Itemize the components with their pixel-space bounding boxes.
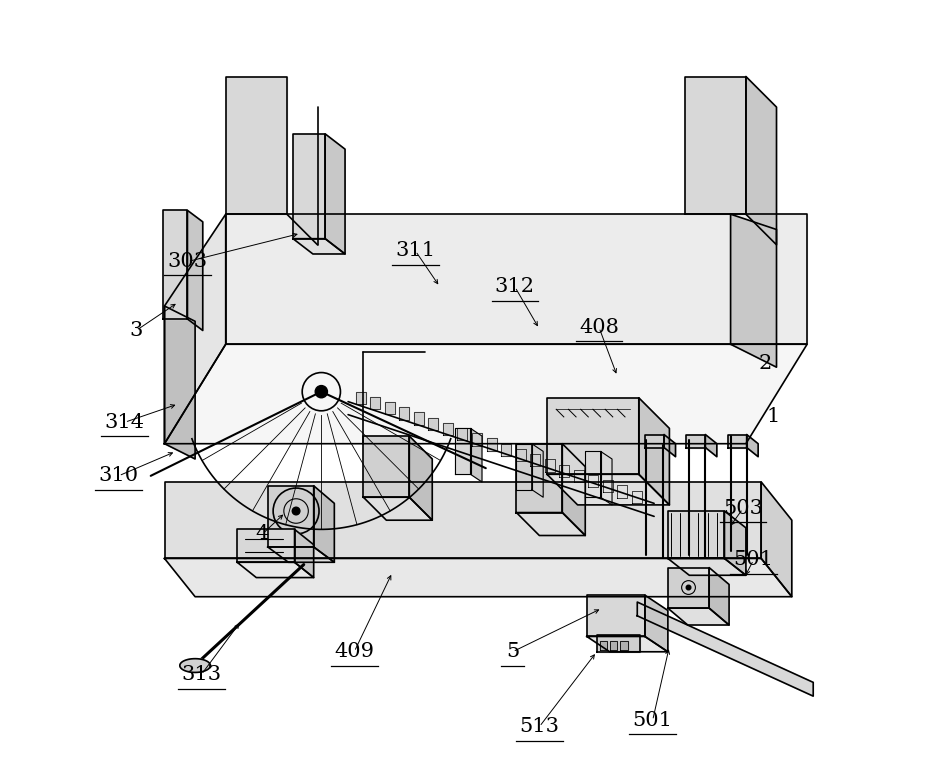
Text: 313: 313 bbox=[182, 666, 221, 684]
Text: 314: 314 bbox=[104, 413, 145, 431]
Polygon shape bbox=[226, 214, 807, 344]
Polygon shape bbox=[599, 641, 608, 650]
Text: 4: 4 bbox=[256, 525, 269, 543]
Polygon shape bbox=[237, 529, 295, 562]
Polygon shape bbox=[600, 451, 612, 505]
Polygon shape bbox=[457, 428, 468, 441]
Polygon shape bbox=[706, 435, 717, 457]
Polygon shape bbox=[455, 428, 470, 474]
Text: 2: 2 bbox=[758, 354, 772, 373]
Polygon shape bbox=[725, 511, 746, 575]
Circle shape bbox=[686, 585, 691, 590]
Polygon shape bbox=[574, 470, 583, 482]
Polygon shape bbox=[180, 659, 211, 672]
Polygon shape bbox=[295, 529, 313, 578]
Polygon shape bbox=[563, 444, 585, 536]
Polygon shape bbox=[502, 444, 511, 456]
Polygon shape bbox=[226, 76, 287, 214]
Text: 303: 303 bbox=[167, 252, 208, 271]
Polygon shape bbox=[414, 412, 423, 425]
Polygon shape bbox=[443, 423, 453, 435]
Polygon shape bbox=[517, 513, 585, 536]
Text: 311: 311 bbox=[395, 242, 436, 260]
Polygon shape bbox=[517, 444, 532, 490]
Polygon shape bbox=[730, 214, 776, 367]
Polygon shape bbox=[587, 595, 645, 636]
Polygon shape bbox=[547, 398, 639, 474]
Polygon shape bbox=[517, 444, 563, 513]
Polygon shape bbox=[761, 482, 791, 597]
Polygon shape bbox=[293, 134, 326, 239]
Polygon shape bbox=[187, 210, 202, 330]
Polygon shape bbox=[409, 436, 432, 520]
Polygon shape bbox=[165, 214, 226, 444]
Polygon shape bbox=[356, 392, 366, 404]
Polygon shape bbox=[710, 568, 729, 625]
Text: 1: 1 bbox=[766, 408, 779, 426]
Polygon shape bbox=[668, 511, 725, 558]
Text: 312: 312 bbox=[495, 278, 534, 296]
Polygon shape bbox=[165, 306, 195, 459]
Polygon shape bbox=[470, 428, 482, 482]
Text: 409: 409 bbox=[334, 643, 375, 661]
Polygon shape bbox=[237, 562, 313, 578]
Polygon shape bbox=[532, 444, 543, 497]
Polygon shape bbox=[686, 435, 706, 448]
Text: 513: 513 bbox=[519, 718, 559, 736]
Polygon shape bbox=[268, 547, 334, 562]
Polygon shape bbox=[293, 239, 345, 254]
Polygon shape bbox=[597, 635, 640, 652]
Polygon shape bbox=[610, 641, 617, 650]
Polygon shape bbox=[163, 210, 187, 319]
Polygon shape bbox=[363, 497, 432, 520]
Polygon shape bbox=[668, 568, 710, 608]
Polygon shape bbox=[165, 344, 807, 444]
Polygon shape bbox=[326, 134, 345, 254]
Text: 3: 3 bbox=[130, 321, 143, 340]
Polygon shape bbox=[632, 490, 642, 503]
Circle shape bbox=[315, 386, 327, 398]
Text: 5: 5 bbox=[506, 643, 519, 661]
Polygon shape bbox=[645, 435, 664, 448]
Polygon shape bbox=[617, 485, 628, 497]
Text: 501: 501 bbox=[734, 551, 774, 569]
Polygon shape bbox=[746, 76, 776, 245]
Polygon shape bbox=[313, 486, 334, 562]
Polygon shape bbox=[363, 436, 409, 497]
Polygon shape bbox=[165, 482, 761, 558]
Circle shape bbox=[293, 507, 300, 515]
Polygon shape bbox=[268, 486, 313, 547]
Polygon shape bbox=[645, 595, 668, 652]
Text: 408: 408 bbox=[579, 318, 619, 337]
Polygon shape bbox=[639, 398, 669, 505]
Polygon shape bbox=[385, 402, 395, 415]
Polygon shape bbox=[664, 435, 676, 457]
Polygon shape bbox=[620, 641, 628, 650]
Polygon shape bbox=[588, 475, 598, 487]
Polygon shape bbox=[428, 418, 439, 430]
Polygon shape bbox=[547, 474, 669, 505]
Polygon shape bbox=[685, 76, 746, 214]
Polygon shape bbox=[530, 454, 540, 467]
Polygon shape bbox=[727, 435, 746, 448]
Polygon shape bbox=[399, 407, 409, 419]
Polygon shape bbox=[668, 608, 729, 625]
Polygon shape bbox=[587, 636, 668, 652]
Text: 310: 310 bbox=[99, 467, 138, 485]
Polygon shape bbox=[746, 435, 758, 457]
Polygon shape bbox=[371, 397, 380, 409]
Text: 501: 501 bbox=[632, 711, 673, 730]
Polygon shape bbox=[545, 459, 554, 471]
Polygon shape bbox=[637, 602, 813, 696]
Polygon shape bbox=[559, 464, 569, 477]
Polygon shape bbox=[472, 433, 482, 445]
Text: 503: 503 bbox=[723, 500, 763, 518]
Polygon shape bbox=[603, 480, 613, 493]
Polygon shape bbox=[165, 558, 791, 597]
Polygon shape bbox=[486, 438, 497, 451]
Polygon shape bbox=[516, 449, 526, 461]
Polygon shape bbox=[668, 558, 746, 575]
Polygon shape bbox=[585, 451, 600, 497]
